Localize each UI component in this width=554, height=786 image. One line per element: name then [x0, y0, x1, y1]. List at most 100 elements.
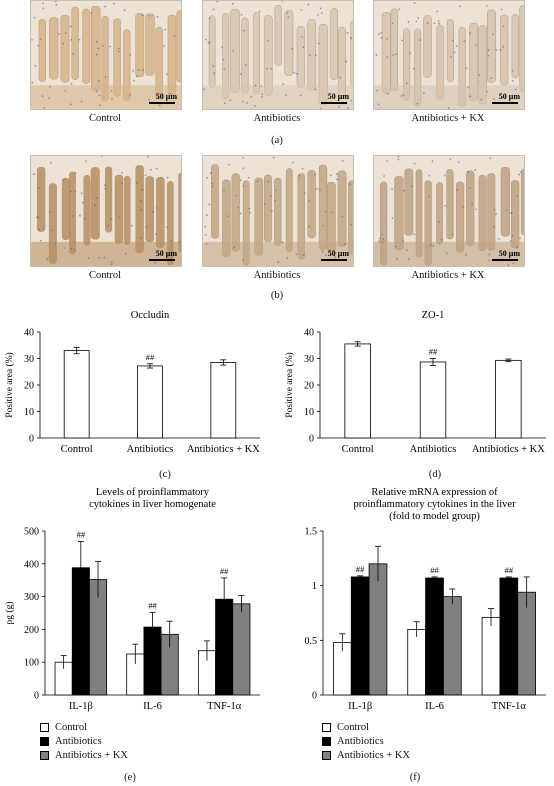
nucleus-dot: [239, 179, 242, 182]
nucleus-dot: [145, 226, 148, 228]
nucleus-dot: [321, 12, 323, 14]
nucleus-dot: [72, 215, 74, 217]
nucleus-dot: [265, 68, 268, 70]
nucleus-dot: [150, 168, 152, 171]
nucleus-dot: [301, 167, 304, 170]
nucleus-dot: [509, 240, 512, 243]
nucleus-dot: [474, 169, 477, 171]
nucleus-dot: [397, 158, 400, 161]
bar: [368, 563, 388, 696]
nucleus-dot: [386, 160, 389, 162]
nucleus-dot: [263, 202, 266, 205]
nucleus-dot: [173, 35, 176, 37]
legend-label: Antibiotics: [337, 735, 384, 747]
nucleus-dot: [42, 7, 45, 10]
nucleus-dot: [519, 237, 521, 240]
scale-bar-label: 50 μm: [498, 249, 520, 258]
nucleus-dot: [229, 99, 232, 102]
bar: [495, 359, 522, 439]
chart-title-line: (fold to model group): [389, 511, 480, 522]
y-tick-label: 0: [312, 691, 317, 702]
nucleus-dot: [319, 107, 322, 109]
villus-shape: [274, 177, 282, 246]
nucleus-dot: [298, 174, 301, 177]
nucleus-dot: [469, 95, 472, 98]
y-tick-label: 30: [304, 354, 314, 365]
nucleus-dot: [308, 54, 311, 57]
villus-shape: [230, 9, 240, 93]
nucleus-dot: [261, 96, 263, 98]
villus-shape: [114, 174, 124, 244]
nucleus-dot: [419, 39, 422, 42]
nucleus-dot: [277, 261, 280, 264]
nucleus-dot: [502, 46, 504, 48]
scale-bar-label: 50 μm: [327, 249, 349, 258]
nucleus-dot: [139, 200, 142, 202]
bar: [419, 361, 447, 439]
legend-item: Antibiotics + KX: [40, 748, 128, 762]
x-tick-label: Antibiotics: [410, 444, 457, 455]
nucleus-dot: [427, 195, 430, 198]
legend-swatch: [322, 722, 331, 732]
legend-label: Control: [337, 721, 370, 733]
panel-label-d: (d): [428, 469, 442, 480]
nucleus-dot: [141, 14, 144, 17]
panel-label-c: (c): [159, 469, 171, 480]
nucleus-dot: [487, 54, 490, 57]
nucleus-dot: [451, 39, 454, 42]
nucleus-dot: [46, 258, 49, 261]
nucleus-dot: [72, 52, 74, 55]
nucleus-dot: [447, 107, 450, 109]
nucleus-dot: [350, 99, 353, 102]
villus-shape: [456, 181, 465, 253]
nucleus-dot: [396, 258, 398, 260]
nucleus-dot: [319, 7, 322, 10]
nucleus-dot: [488, 253, 491, 256]
nucleus-dot: [223, 189, 225, 191]
nucleus-dot: [118, 216, 121, 219]
nucleus-dot: [36, 216, 38, 219]
nucleus-dot: [70, 103, 72, 106]
significance-mark: ##: [429, 347, 438, 357]
nucleus-dot: [204, 225, 207, 228]
villus-shape: [176, 10, 181, 83]
nucleus-dot: [343, 243, 346, 246]
bar: [232, 603, 251, 696]
x-tick-label: IL-6: [425, 701, 444, 712]
nucleus-dot: [73, 248, 76, 251]
nucleus-dot: [284, 94, 287, 97]
villus-shape: [284, 10, 294, 76]
bar: [407, 628, 426, 696]
villus-shape: [404, 168, 414, 236]
nucleus-dot: [242, 184, 245, 187]
nucleus-dot: [103, 256, 106, 259]
nucleus-dot: [248, 207, 251, 210]
muscular-layer: [31, 241, 181, 266]
nucleus-dot: [231, 2, 234, 5]
y-tick-label: 400: [24, 559, 39, 570]
y-tick-label: 300: [24, 592, 39, 603]
villus-shape: [478, 175, 487, 251]
bar: [63, 350, 90, 439]
nucleus-dot: [401, 39, 403, 42]
nucleus-dot: [39, 38, 42, 41]
y-tick-label: 500: [24, 527, 39, 538]
nucleus-dot: [221, 46, 224, 49]
nucleus-dot: [451, 233, 454, 236]
y-tick-label: 10: [304, 407, 314, 418]
nucleus-dot: [205, 243, 208, 246]
bar: [443, 596, 462, 696]
nucleus-dot: [350, 37, 353, 40]
nucleus-dot: [431, 160, 434, 163]
nucleus-dot: [417, 17, 420, 19]
nucleus-dot: [206, 214, 208, 217]
nucleus-dot: [109, 45, 112, 48]
nucleus-dot: [78, 38, 81, 41]
nucleus-dot: [164, 28, 167, 31]
villus-shape: [423, 15, 432, 78]
nucleus-dot: [209, 172, 212, 175]
bar: [210, 362, 237, 439]
nucleus-dot: [110, 217, 113, 220]
nucleus-dot: [308, 200, 311, 202]
nucleus-dot: [241, 100, 244, 103]
